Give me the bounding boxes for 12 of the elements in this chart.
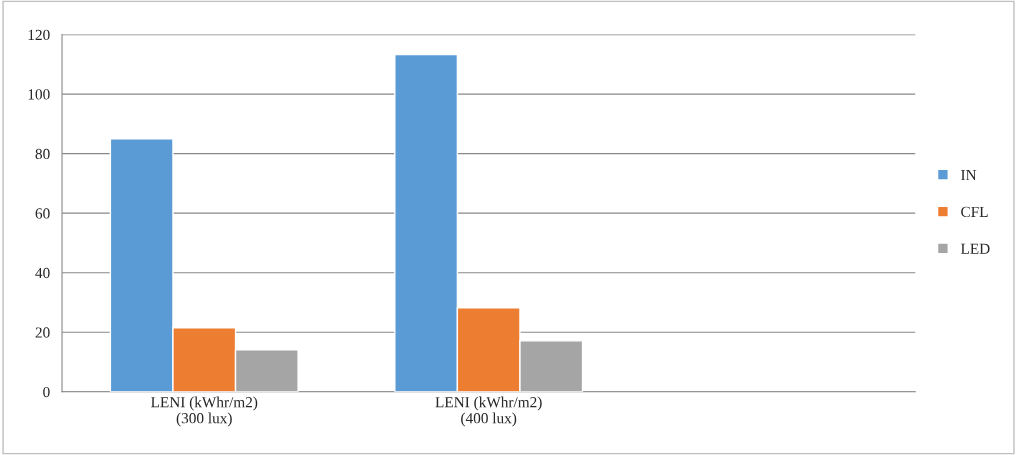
legend-label: LED: [960, 243, 990, 254]
y-tick-label: 40: [35, 267, 50, 279]
y-tick-label: 0: [43, 386, 50, 398]
y-tick-label: 20: [35, 327, 50, 338]
x-tick-label: LENI (kWhr/m2) (300 lux): [151, 396, 258, 427]
y-tick-label: 60: [35, 208, 50, 219]
legend-label: IN: [961, 170, 977, 181]
y-tick-label: 100: [28, 89, 50, 100]
x-tick-label: LENI (kWhr/m2) (400 lux): [435, 396, 542, 427]
y-tick-label: 120: [28, 29, 50, 41]
legend-label: CFL: [961, 206, 988, 218]
y-tick-label: 80: [35, 148, 50, 160]
